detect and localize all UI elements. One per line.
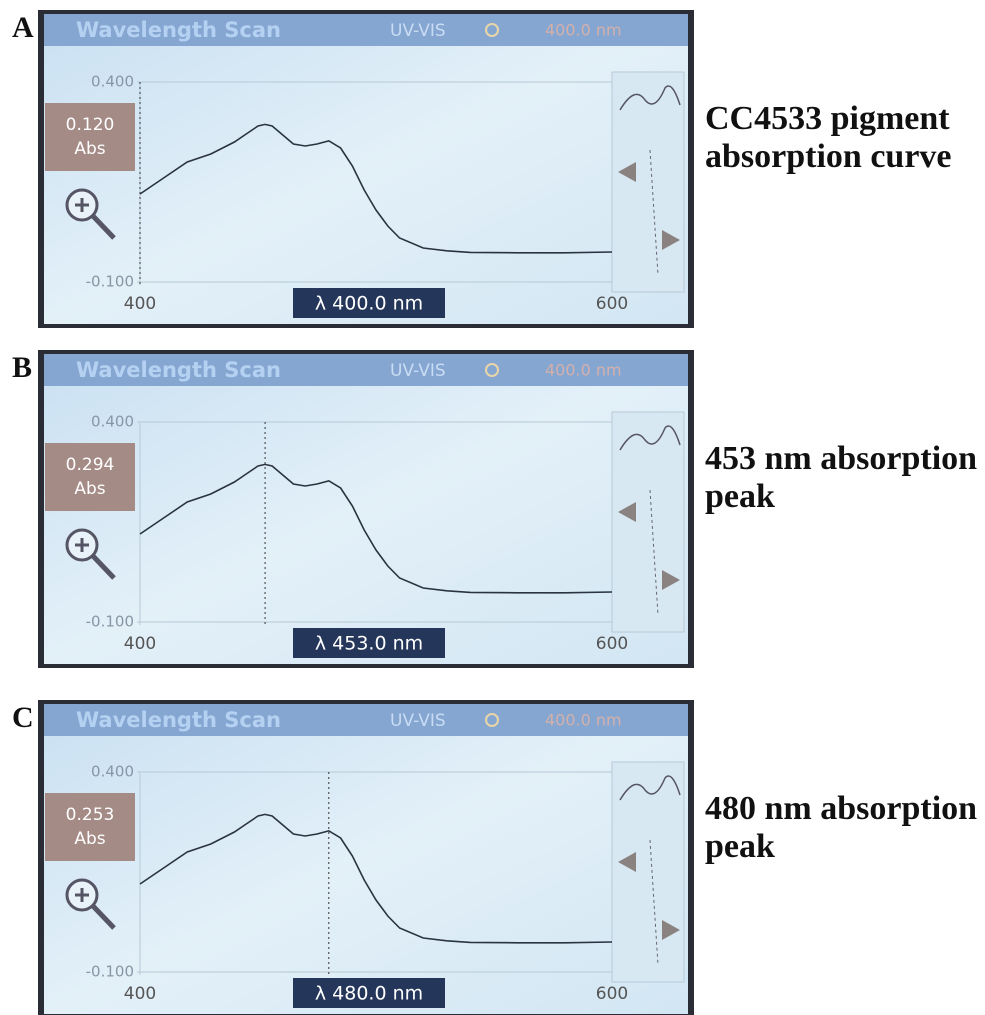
readout-unit: Abs — [74, 479, 105, 499]
readout-value: 0.120 — [66, 115, 115, 135]
caption: CC4533 pigment absorption curve — [705, 100, 980, 176]
panel-label: A — [12, 11, 34, 44]
panel-label: B — [12, 351, 32, 384]
readout-box — [45, 793, 135, 861]
readout-box — [45, 103, 135, 171]
panel: B Wavelength Scan UV-VIS 400.0 nm 0.400 -0.10… — [12, 350, 694, 668]
readout-unit: Abs — [74, 829, 105, 849]
header-title: Wavelength Scan — [76, 708, 281, 732]
figure: A Wavelength Scan UV-VIS 400.0 nm 0.400 -0.10… — [0, 0, 985, 1015]
y-tick-label: -0.100 — [86, 963, 134, 981]
cursor-label: λ 400.0 nm — [315, 293, 423, 315]
x-tick-label: 400 — [124, 634, 156, 654]
y-tick-label: -0.100 — [86, 273, 134, 291]
readout-box — [45, 443, 135, 511]
screen — [44, 704, 688, 1014]
panel-label: C — [12, 701, 34, 734]
cursor-label: λ 480.0 nm — [315, 983, 423, 1005]
x-tick-label: 400 — [124, 984, 156, 1004]
y-tick-label: -0.100 — [86, 613, 134, 631]
readout-value: 0.253 — [66, 805, 115, 825]
header-title: Wavelength Scan — [76, 358, 281, 382]
y-tick-label: 0.400 — [91, 763, 134, 781]
x-tick-label: 400 — [124, 294, 156, 314]
header-title: Wavelength Scan — [76, 18, 281, 42]
x-tick-label: 600 — [596, 634, 628, 654]
header-wavelength: 400.0 nm — [545, 361, 622, 380]
panel: A Wavelength Scan UV-VIS 400.0 nm 0.400 -0.10… — [12, 10, 694, 328]
header-mode: UV-VIS — [390, 711, 446, 731]
y-tick-label: 0.400 — [91, 73, 134, 91]
readout-unit: Abs — [74, 139, 105, 159]
x-tick-label: 600 — [596, 294, 628, 314]
header-mode: UV-VIS — [390, 21, 446, 41]
panel: C Wavelength Scan UV-VIS 400.0 nm 0.400 -0.10… — [12, 700, 694, 1015]
caption: 480 nm absorption peak — [705, 790, 980, 866]
caption: 453 nm absorption peak — [705, 440, 980, 516]
readout-value: 0.294 — [66, 455, 115, 475]
header-wavelength: 400.0 nm — [545, 21, 622, 40]
cursor-label: λ 453.0 nm — [315, 633, 423, 655]
screen — [44, 354, 688, 664]
header-wavelength: 400.0 nm — [545, 711, 622, 730]
screen — [44, 14, 688, 324]
x-tick-label: 600 — [596, 984, 628, 1004]
header-mode: UV-VIS — [390, 361, 446, 381]
y-tick-label: 0.400 — [91, 413, 134, 431]
